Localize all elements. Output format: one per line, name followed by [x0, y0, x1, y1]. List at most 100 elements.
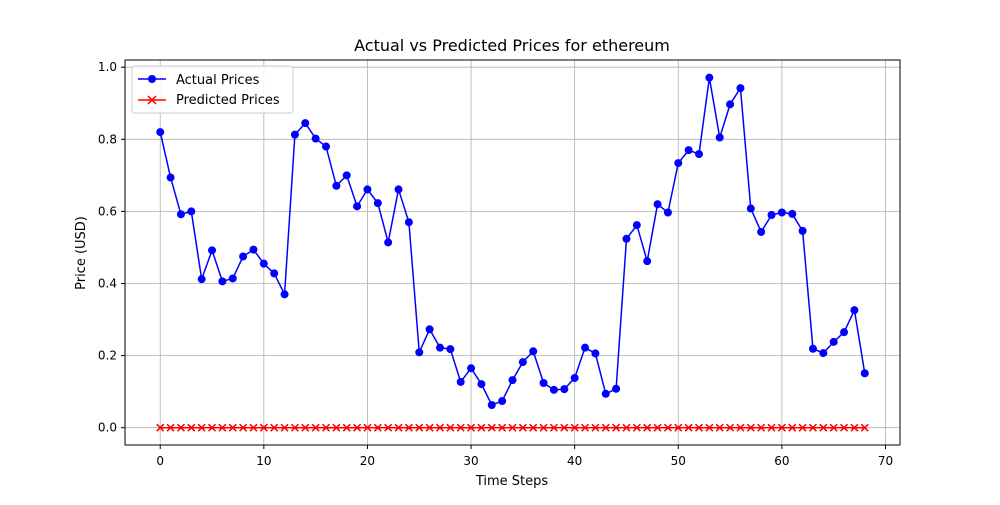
data-point-predicted-prices [301, 423, 310, 432]
data-point-predicted-prices [394, 423, 403, 432]
data-point-actual-prices [166, 173, 175, 182]
x-tick-label: 0 [156, 454, 164, 468]
data-point-predicted-prices [684, 423, 693, 432]
data-point-predicted-prices [208, 423, 217, 432]
data-point-actual-prices [829, 337, 838, 346]
data-point-actual-prices [570, 373, 579, 382]
data-point-actual-prices [777, 208, 786, 217]
data-point-actual-prices [726, 100, 735, 109]
y-tick-label: 0.2 [98, 349, 117, 363]
data-point-predicted-prices [166, 423, 175, 432]
data-point-actual-prices [694, 150, 703, 159]
data-point-actual-prices [208, 246, 217, 255]
data-point-predicted-prices [601, 423, 610, 432]
series-predicted-prices [156, 423, 869, 432]
series-actual-prices [156, 73, 869, 409]
data-point-predicted-prices [384, 423, 393, 432]
data-point-actual-prices [259, 259, 268, 268]
data-point-predicted-prices [860, 423, 869, 432]
data-point-predicted-prices [653, 423, 662, 432]
data-point-actual-prices [767, 211, 776, 220]
data-point-actual-prices [425, 325, 434, 334]
data-point-actual-prices [840, 328, 849, 337]
data-point-predicted-prices [321, 423, 331, 432]
data-point-actual-prices [228, 274, 237, 283]
legend-marker-actual [148, 75, 156, 83]
data-point-predicted-prices [415, 423, 424, 432]
legend-box [131, 65, 294, 114]
data-point-actual-prices [798, 226, 807, 235]
data-point-actual-prices [684, 146, 693, 155]
legend-label-actual: Actual Prices [176, 73, 260, 88]
y-axis-ticks: 0.0 0.2 0.4 0.6 0.8 1.0 [98, 60, 125, 435]
data-point-actual-prices [270, 269, 279, 278]
data-point-predicted-prices [788, 423, 797, 432]
data-point-actual-prices [539, 378, 548, 387]
data-point-predicted-prices [715, 423, 724, 432]
data-point-actual-prices [384, 238, 393, 247]
data-point-actual-prices [850, 306, 859, 315]
data-point-predicted-prices [446, 423, 455, 432]
data-point-actual-prices [601, 389, 610, 398]
data-point-predicted-prices [643, 423, 652, 432]
data-point-predicted-prices [746, 423, 755, 432]
data-point-actual-prices [249, 245, 258, 254]
data-point-actual-prices [415, 348, 424, 357]
data-point-predicted-prices [290, 423, 299, 432]
data-point-actual-prices [156, 128, 165, 137]
data-point-actual-prices [456, 377, 465, 386]
data-point-actual-prices [435, 343, 444, 352]
x-axis-label: Time Steps [475, 474, 549, 489]
data-point-actual-prices [446, 345, 455, 354]
data-point-predicted-prices [612, 423, 621, 432]
plot-frame [124, 59, 901, 446]
data-point-predicted-prices [425, 423, 434, 432]
data-point-actual-prices [643, 257, 652, 266]
data-point-predicted-prices [353, 423, 362, 432]
data-point-predicted-prices [622, 423, 631, 432]
data-point-predicted-prices [259, 423, 268, 432]
data-point-predicted-prices [819, 423, 828, 432]
data-point-actual-prices [757, 227, 766, 236]
data-point-actual-prices [529, 347, 538, 356]
data-point-actual-prices [404, 218, 413, 227]
data-point-actual-prices [467, 364, 476, 373]
data-point-actual-prices [591, 349, 600, 358]
data-point-actual-prices [394, 185, 403, 194]
x-tick-label: 10 [256, 454, 271, 468]
data-point-predicted-prices [580, 423, 590, 432]
data-point-actual-prices [860, 369, 869, 378]
x-tick-label: 30 [463, 454, 478, 468]
data-point-actual-prices [487, 400, 496, 409]
data-point-predicted-prices [342, 423, 351, 432]
data-point-actual-prices [373, 199, 382, 208]
data-point-predicted-prices [539, 423, 548, 432]
data-point-actual-prices [280, 290, 289, 299]
data-point-actual-prices [788, 209, 797, 218]
data-point-predicted-prices [570, 423, 579, 432]
y-tick-label: 0.4 [98, 277, 117, 291]
data-point-predicted-prices [705, 423, 714, 432]
data-point-predicted-prices [726, 423, 735, 432]
data-point-predicted-prices [518, 423, 527, 432]
data-point-actual-prices [632, 221, 641, 230]
y-tick-label: 0.6 [98, 204, 117, 218]
data-point-predicted-prices [218, 423, 227, 432]
data-point-actual-prices [622, 234, 631, 243]
data-point-predicted-prices [840, 423, 849, 432]
data-point-actual-prices [819, 349, 828, 358]
data-point-predicted-prices [798, 423, 807, 432]
data-point-actual-prices [322, 142, 331, 151]
data-point-actual-prices [239, 252, 248, 261]
series-layer [156, 73, 869, 432]
data-point-actual-prices [187, 207, 196, 216]
data-point-actual-prices [653, 200, 662, 209]
data-point-actual-prices [290, 130, 299, 139]
data-point-actual-prices [311, 134, 320, 143]
data-point-predicted-prices [767, 423, 776, 432]
chart-title: Actual vs Predicted Prices for ethereum [354, 36, 670, 55]
data-point-predicted-prices [176, 423, 185, 432]
data-point-predicted-prices [560, 423, 569, 432]
data-point-predicted-prices [777, 423, 786, 432]
